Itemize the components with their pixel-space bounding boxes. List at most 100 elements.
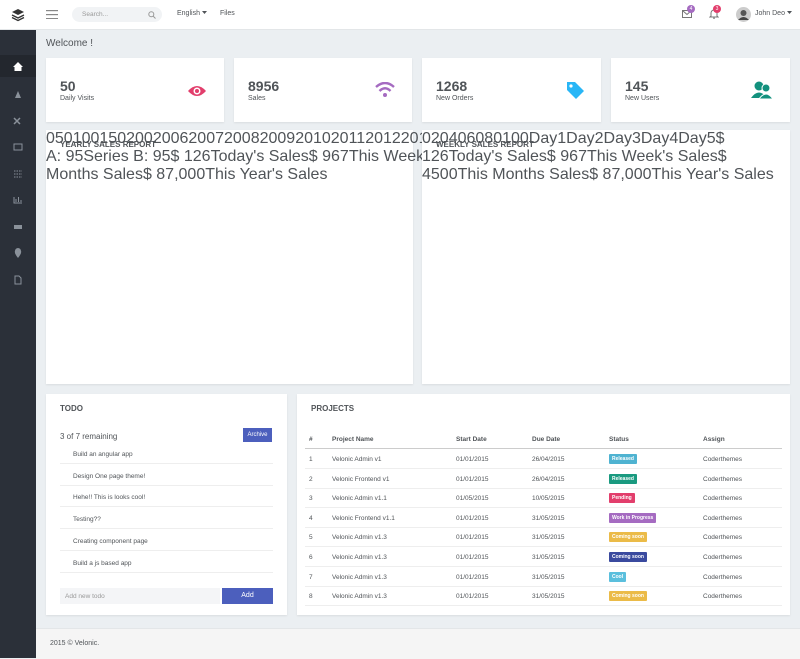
files-link[interactable]: Files bbox=[220, 10, 235, 17]
column-header: Due Date bbox=[532, 436, 561, 443]
column-header: Project Name bbox=[332, 436, 374, 443]
welcome: Welcome ! bbox=[46, 38, 94, 49]
chart-panel: YEARLY SALES REPORT 05010015020020062007… bbox=[46, 130, 589, 384]
status-badge: Cool bbox=[609, 571, 627, 582]
nav-icons bbox=[13, 62, 23, 285]
table-cell: 2 bbox=[309, 475, 313, 483]
stat-card: 50 Daily Visits bbox=[46, 58, 224, 122]
todo-input[interactable]: Add new todo bbox=[60, 588, 220, 604]
user-name: John Deo bbox=[755, 10, 785, 17]
summary-label: Today's Sales bbox=[448, 148, 547, 165]
row-rule bbox=[305, 526, 782, 528]
table-cell: 01/01/2015 bbox=[456, 456, 489, 463]
mail-badge: 4 bbox=[687, 5, 695, 13]
todo-separator bbox=[60, 571, 273, 573]
column-header: Start Date bbox=[456, 436, 487, 443]
wifi-icon bbox=[375, 82, 395, 97]
todo-separator bbox=[60, 549, 273, 551]
language-menu[interactable]: English bbox=[177, 10, 207, 17]
table-cell: 01/01/2015 bbox=[456, 573, 489, 581]
y-tick-label: 100 bbox=[72, 130, 100, 147]
stat-label: New Orders bbox=[436, 95, 474, 102]
nav-home[interactable] bbox=[13, 62, 23, 71]
table-cell: 01/01/2015 bbox=[456, 554, 489, 561]
table-cell: Velonic Admin v1.3 bbox=[332, 554, 387, 561]
table-cell: Coderthemes bbox=[703, 475, 743, 483]
search-box[interactable]: Search... bbox=[72, 7, 162, 22]
summary-label: This Week's Sales bbox=[586, 148, 718, 165]
header-rule bbox=[305, 448, 782, 449]
footer: 2015 © Velonic. bbox=[36, 628, 800, 659]
table-cell: 7 bbox=[309, 573, 313, 581]
row-rule bbox=[305, 507, 782, 509]
status-badge: Work in Progress bbox=[609, 512, 657, 523]
column-header: Assign bbox=[703, 436, 725, 443]
stat-label: Sales bbox=[248, 95, 266, 102]
todo-item: Build a js based app bbox=[73, 559, 132, 567]
add-button[interactable]: Add bbox=[222, 588, 273, 604]
status-badge: Coming soon bbox=[609, 532, 647, 543]
stat-card: 1268 New Orders bbox=[422, 58, 601, 122]
nav-ui[interactable] bbox=[15, 91, 21, 98]
panel-title: WEEKLY SALES REPORT bbox=[436, 140, 534, 149]
stat-value: 8956 bbox=[248, 78, 280, 94]
summary-value: $ 967 bbox=[308, 148, 349, 165]
todo-panel: TODO 3 of 7 remaining Archive Add new to… bbox=[46, 394, 287, 615]
archive-button[interactable]: Archive bbox=[243, 428, 272, 442]
row-rule bbox=[305, 585, 782, 587]
stat-label: Daily Visits bbox=[60, 95, 95, 102]
table-cell: Coderthemes bbox=[703, 456, 743, 463]
nav-tables[interactable] bbox=[14, 170, 22, 178]
panel-title: YEARLY SALES REPORT bbox=[60, 140, 157, 149]
table-cell: Coderthemes bbox=[703, 573, 743, 581]
status-badge: Pending bbox=[609, 493, 635, 504]
table-cell: Velonic Admin v1 bbox=[332, 456, 382, 463]
row-rule bbox=[305, 487, 782, 489]
table-cell: Coderthemes bbox=[703, 514, 743, 522]
panel-title: PROJECTS bbox=[311, 404, 355, 413]
table-cell: 26/04/2015 bbox=[532, 475, 565, 483]
table-cell: Velonic Admin v1.3 bbox=[332, 534, 387, 542]
nav-charts[interactable] bbox=[13, 197, 22, 204]
table-cell: 6 bbox=[309, 554, 313, 561]
search-icon bbox=[148, 11, 156, 19]
stat-label: New Users bbox=[625, 95, 660, 102]
column-header: Status bbox=[609, 436, 629, 443]
nav-pages[interactable] bbox=[14, 275, 22, 285]
tooltip-line: Series B: 95 bbox=[83, 148, 171, 165]
stat-value: 50 bbox=[60, 78, 76, 94]
summary-value: $ 4500 bbox=[422, 148, 727, 183]
todo-separator bbox=[60, 506, 273, 508]
summary-value: $ 967 bbox=[546, 148, 587, 165]
table-cell: 31/05/2015 bbox=[532, 554, 565, 561]
menu-toggle[interactable] bbox=[46, 10, 58, 19]
eye-icon bbox=[188, 86, 206, 96]
x-tick-label: 2006 bbox=[152, 130, 189, 147]
table-cell: 10/05/2015 bbox=[532, 495, 565, 503]
summary-value: $ 87,000 bbox=[589, 166, 652, 183]
table-cell: 1 bbox=[309, 456, 313, 463]
status-badge: Coming soon bbox=[609, 591, 647, 602]
topbar: Search... English Files 4 3 John Deo bbox=[0, 0, 800, 30]
nav-forms[interactable] bbox=[13, 143, 23, 151]
chart: 020406080100Day1Day2Day3Day4Day5$ 126Tod… bbox=[422, 130, 790, 184]
todo-separator bbox=[60, 528, 273, 530]
table-cell: Coderthemes bbox=[703, 534, 743, 542]
table-cell: 31/05/2015 bbox=[532, 573, 565, 581]
table-cell: Velonic Frontend v1 bbox=[332, 475, 390, 483]
table-cell: 5 bbox=[309, 534, 313, 542]
y-tick-label: 20 bbox=[430, 130, 449, 147]
x-tick-label: Day2 bbox=[566, 130, 604, 147]
status-badge: Released bbox=[609, 454, 637, 464]
nav-components[interactable] bbox=[13, 117, 21, 125]
avatar[interactable] bbox=[736, 7, 751, 22]
nav-maps[interactable] bbox=[14, 248, 22, 258]
user-menu[interactable]: John Deo bbox=[755, 10, 792, 17]
summary-label: This Months Sales bbox=[457, 166, 590, 183]
x-tick-label: Day3 bbox=[603, 130, 641, 147]
summary-value: $ 126 bbox=[422, 130, 725, 165]
table-cell: 4 bbox=[309, 514, 313, 522]
users-icon bbox=[751, 81, 774, 100]
y-tick-label: 0 bbox=[422, 130, 431, 147]
nav-mail[interactable] bbox=[14, 225, 22, 229]
